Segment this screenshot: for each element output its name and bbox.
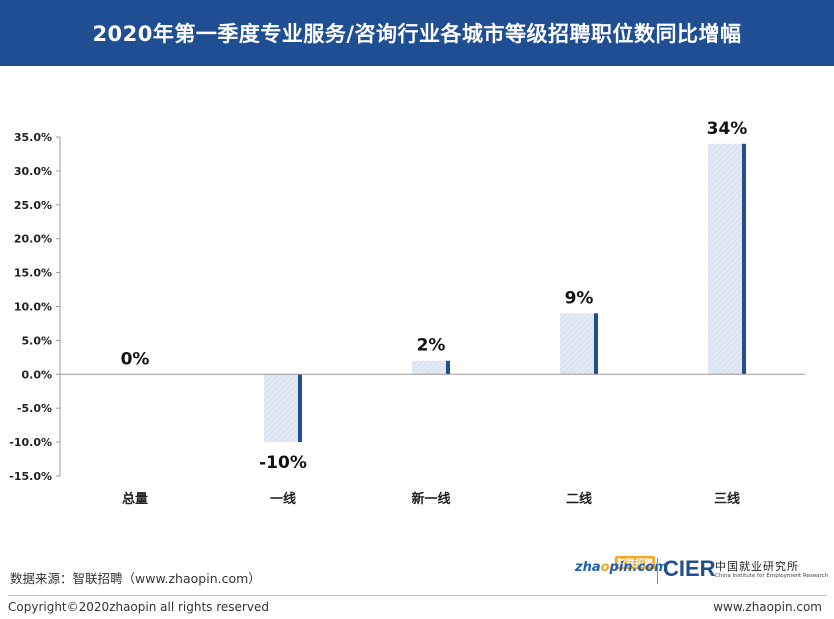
bars: 0% -10% 2% 9% 34% — [121, 119, 748, 473]
bar — [412, 360, 446, 375]
data-source: 数据来源：智联招聘（www.zhaopin.com） — [10, 571, 261, 586]
y-tick-label: -10.0% — [9, 436, 52, 449]
x-tick-label: 新一线 — [411, 491, 450, 507]
website-link[interactable]: www.zhaopin.com — [713, 600, 822, 614]
bar-edge — [298, 374, 302, 443]
y-tick-label: 30.0% — [14, 165, 52, 178]
copyright: Copyright©2020zhaopin all rights reserve… — [8, 600, 269, 614]
y-tick-label: -5.0% — [17, 402, 52, 415]
y-tick-label: 15.0% — [14, 267, 52, 280]
cier-logo-cn: 中国就业研究所 — [715, 560, 799, 573]
title-bar: 2020年第一季度专业服务/咨询行业各城市等级招聘职位数同比增幅 — [0, 0, 834, 66]
cier-logo-en: China Institute for Employment Research — [715, 573, 829, 579]
logo-divider — [657, 558, 658, 584]
y-tick-label: 5.0% — [21, 334, 52, 347]
data-label: 9% — [565, 288, 594, 308]
y-tick-label: 20.0% — [14, 233, 52, 246]
y-tick-label: -15.0% — [9, 470, 52, 483]
y-tick-label: 35.0% — [14, 131, 52, 144]
page-title: 2020年第一季度专业服务/咨询行业各城市等级招聘职位数同比增幅 — [92, 22, 742, 46]
bar — [708, 143, 742, 375]
logos: 智联招聘 zhaopin.com CIER 中国就业研究所 China Inst… — [575, 556, 829, 590]
data-label: 34% — [707, 119, 748, 139]
x-axis: 总量 一线 新一线 二线 三线 — [60, 373, 805, 507]
cier-logo: CIER — [663, 556, 716, 581]
bar-edge — [594, 313, 598, 375]
x-tick-label: 一线 — [270, 491, 296, 507]
bar-edge — [446, 360, 450, 375]
footer-divider — [8, 595, 826, 596]
bar — [264, 374, 298, 443]
zhaopin-logo-badge: 智联招聘 — [615, 556, 656, 569]
x-tick-label: 三线 — [714, 491, 740, 507]
data-label: 0% — [121, 349, 150, 369]
data-label: 2% — [417, 336, 446, 356]
bar-chart: 35.0% 30.0% 25.0% 20.0% 15.0% 10.0% 5.0% 0.0% -5… — [9, 119, 805, 507]
y-tick-label: 0.0% — [21, 368, 52, 381]
y-axis: 35.0% 30.0% 25.0% 20.0% 15.0% 10.0% 5.0% 0.0% -5… — [9, 131, 61, 483]
x-tick-label: 二线 — [566, 491, 592, 507]
y-tick-label: 25.0% — [14, 199, 52, 212]
x-tick-label: 总量 — [122, 491, 148, 507]
y-tick-label: 10.0% — [14, 301, 52, 314]
zhaopin-logo: zhaopin.com — [575, 560, 668, 575]
data-label: -10% — [259, 453, 307, 473]
bar — [560, 313, 594, 375]
bar-edge — [742, 143, 746, 375]
